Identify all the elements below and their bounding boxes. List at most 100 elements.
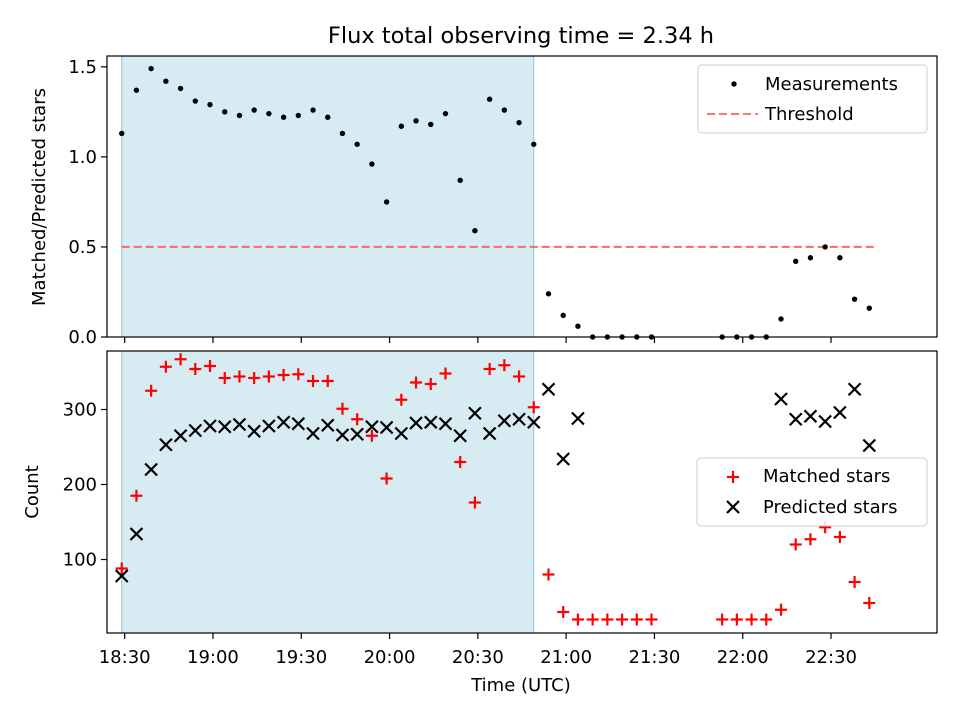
predicted-point (423, 415, 438, 430)
predicted-point (818, 414, 832, 429)
data-point (501, 107, 508, 113)
matched-point (833, 531, 846, 543)
data-point (295, 112, 302, 119)
data-point (163, 78, 169, 84)
matched-point (468, 496, 481, 509)
data-point (545, 291, 552, 297)
data-point (222, 109, 228, 115)
predicted-point (350, 427, 364, 442)
predicted-point (306, 426, 320, 441)
legend-box (696, 457, 928, 527)
data-point (325, 114, 331, 120)
data-point (148, 65, 154, 72)
data-point (354, 141, 360, 147)
matched-point (189, 363, 202, 375)
data-point (866, 305, 873, 311)
matched-point (336, 402, 349, 415)
matched-point (730, 613, 743, 626)
y-tick-label: 200 (63, 475, 97, 496)
y-tick-label: 0.5 (68, 237, 97, 258)
data-point (207, 101, 213, 108)
legend-box (697, 64, 928, 134)
matched-point (380, 472, 393, 485)
predicted-point (379, 420, 394, 435)
shaded-observing-window (121, 350, 535, 634)
data-point (822, 244, 828, 250)
matched-point (542, 568, 555, 581)
matched-point (248, 372, 261, 384)
predicted-point (847, 382, 862, 397)
matched-point (745, 613, 758, 626)
predicted-point (833, 405, 847, 420)
matched-point (498, 359, 511, 372)
matched-point (527, 401, 540, 414)
data-point (560, 312, 566, 319)
matched-point (292, 368, 305, 381)
matched-point (586, 613, 599, 626)
predicted-point (394, 426, 409, 441)
matched-point (557, 606, 570, 618)
data-point (266, 110, 272, 117)
matched-point (848, 576, 861, 588)
predicted-point (203, 419, 217, 433)
predicted-point (144, 462, 158, 477)
y-tick-label: 0.0 (68, 327, 97, 348)
predicted-point (159, 437, 173, 452)
legend-predicted-marker (726, 500, 740, 514)
predicted-point (556, 452, 570, 466)
predicted-point (247, 424, 261, 439)
matched-point (307, 375, 320, 387)
data-point (413, 118, 419, 124)
legend: Measurements Threshold (697, 64, 928, 134)
legend-threshold-label: Threshold (764, 104, 854, 125)
matched-point (775, 603, 788, 616)
data-point (133, 87, 140, 93)
matched-point (262, 370, 275, 383)
legend-measurements-marker (731, 81, 737, 87)
predicted-point (468, 406, 482, 421)
data-point (442, 110, 449, 117)
data-point (457, 177, 463, 183)
y-axis-label: Count (22, 465, 43, 518)
predicted-point (453, 428, 467, 443)
data-point (516, 119, 522, 126)
predicted-point (482, 426, 497, 441)
data-point (192, 98, 198, 104)
x-tick-label: 19:30 (275, 647, 327, 668)
matched-point (760, 613, 773, 626)
data-point (280, 114, 287, 120)
predicted-point (129, 527, 144, 541)
predicted-point (788, 412, 803, 427)
panel-star-counts: Count 100 200 300 18:30 19:00 19:30 20:00 20:3… (22, 350, 938, 696)
y-axis-label: Matched/Predicted stars (29, 88, 50, 306)
data-point (531, 141, 537, 147)
data-point (398, 123, 405, 129)
legend: Matched stars Predicted stars (696, 457, 928, 527)
predicted-point (365, 419, 379, 434)
predicted-point (512, 412, 526, 427)
legend-predicted-label: Predicted stars (763, 497, 897, 518)
matched-point (115, 562, 128, 575)
x-tick-label: 21:30 (629, 647, 681, 668)
legend-matched-marker (727, 471, 739, 483)
matched-point (159, 360, 172, 373)
predicted-point (173, 428, 188, 443)
matched-point (513, 370, 526, 383)
data-point (778, 316, 784, 322)
data-point (383, 199, 390, 205)
data-point (851, 296, 858, 302)
matched-point (145, 384, 158, 397)
x-tick-label: 22:00 (717, 647, 769, 668)
y-tick-label: 300 (63, 400, 97, 421)
matched-point (571, 613, 584, 626)
matched-point (365, 429, 378, 442)
x-tick-label: 20:30 (452, 647, 504, 668)
data-point (472, 228, 478, 234)
matched-point (804, 533, 817, 546)
matched-point (277, 369, 290, 381)
data-point (575, 323, 581, 329)
matched-point (395, 393, 408, 406)
x-tick-label: 19:00 (187, 647, 239, 668)
x-tick-label: 18:30 (99, 647, 151, 668)
